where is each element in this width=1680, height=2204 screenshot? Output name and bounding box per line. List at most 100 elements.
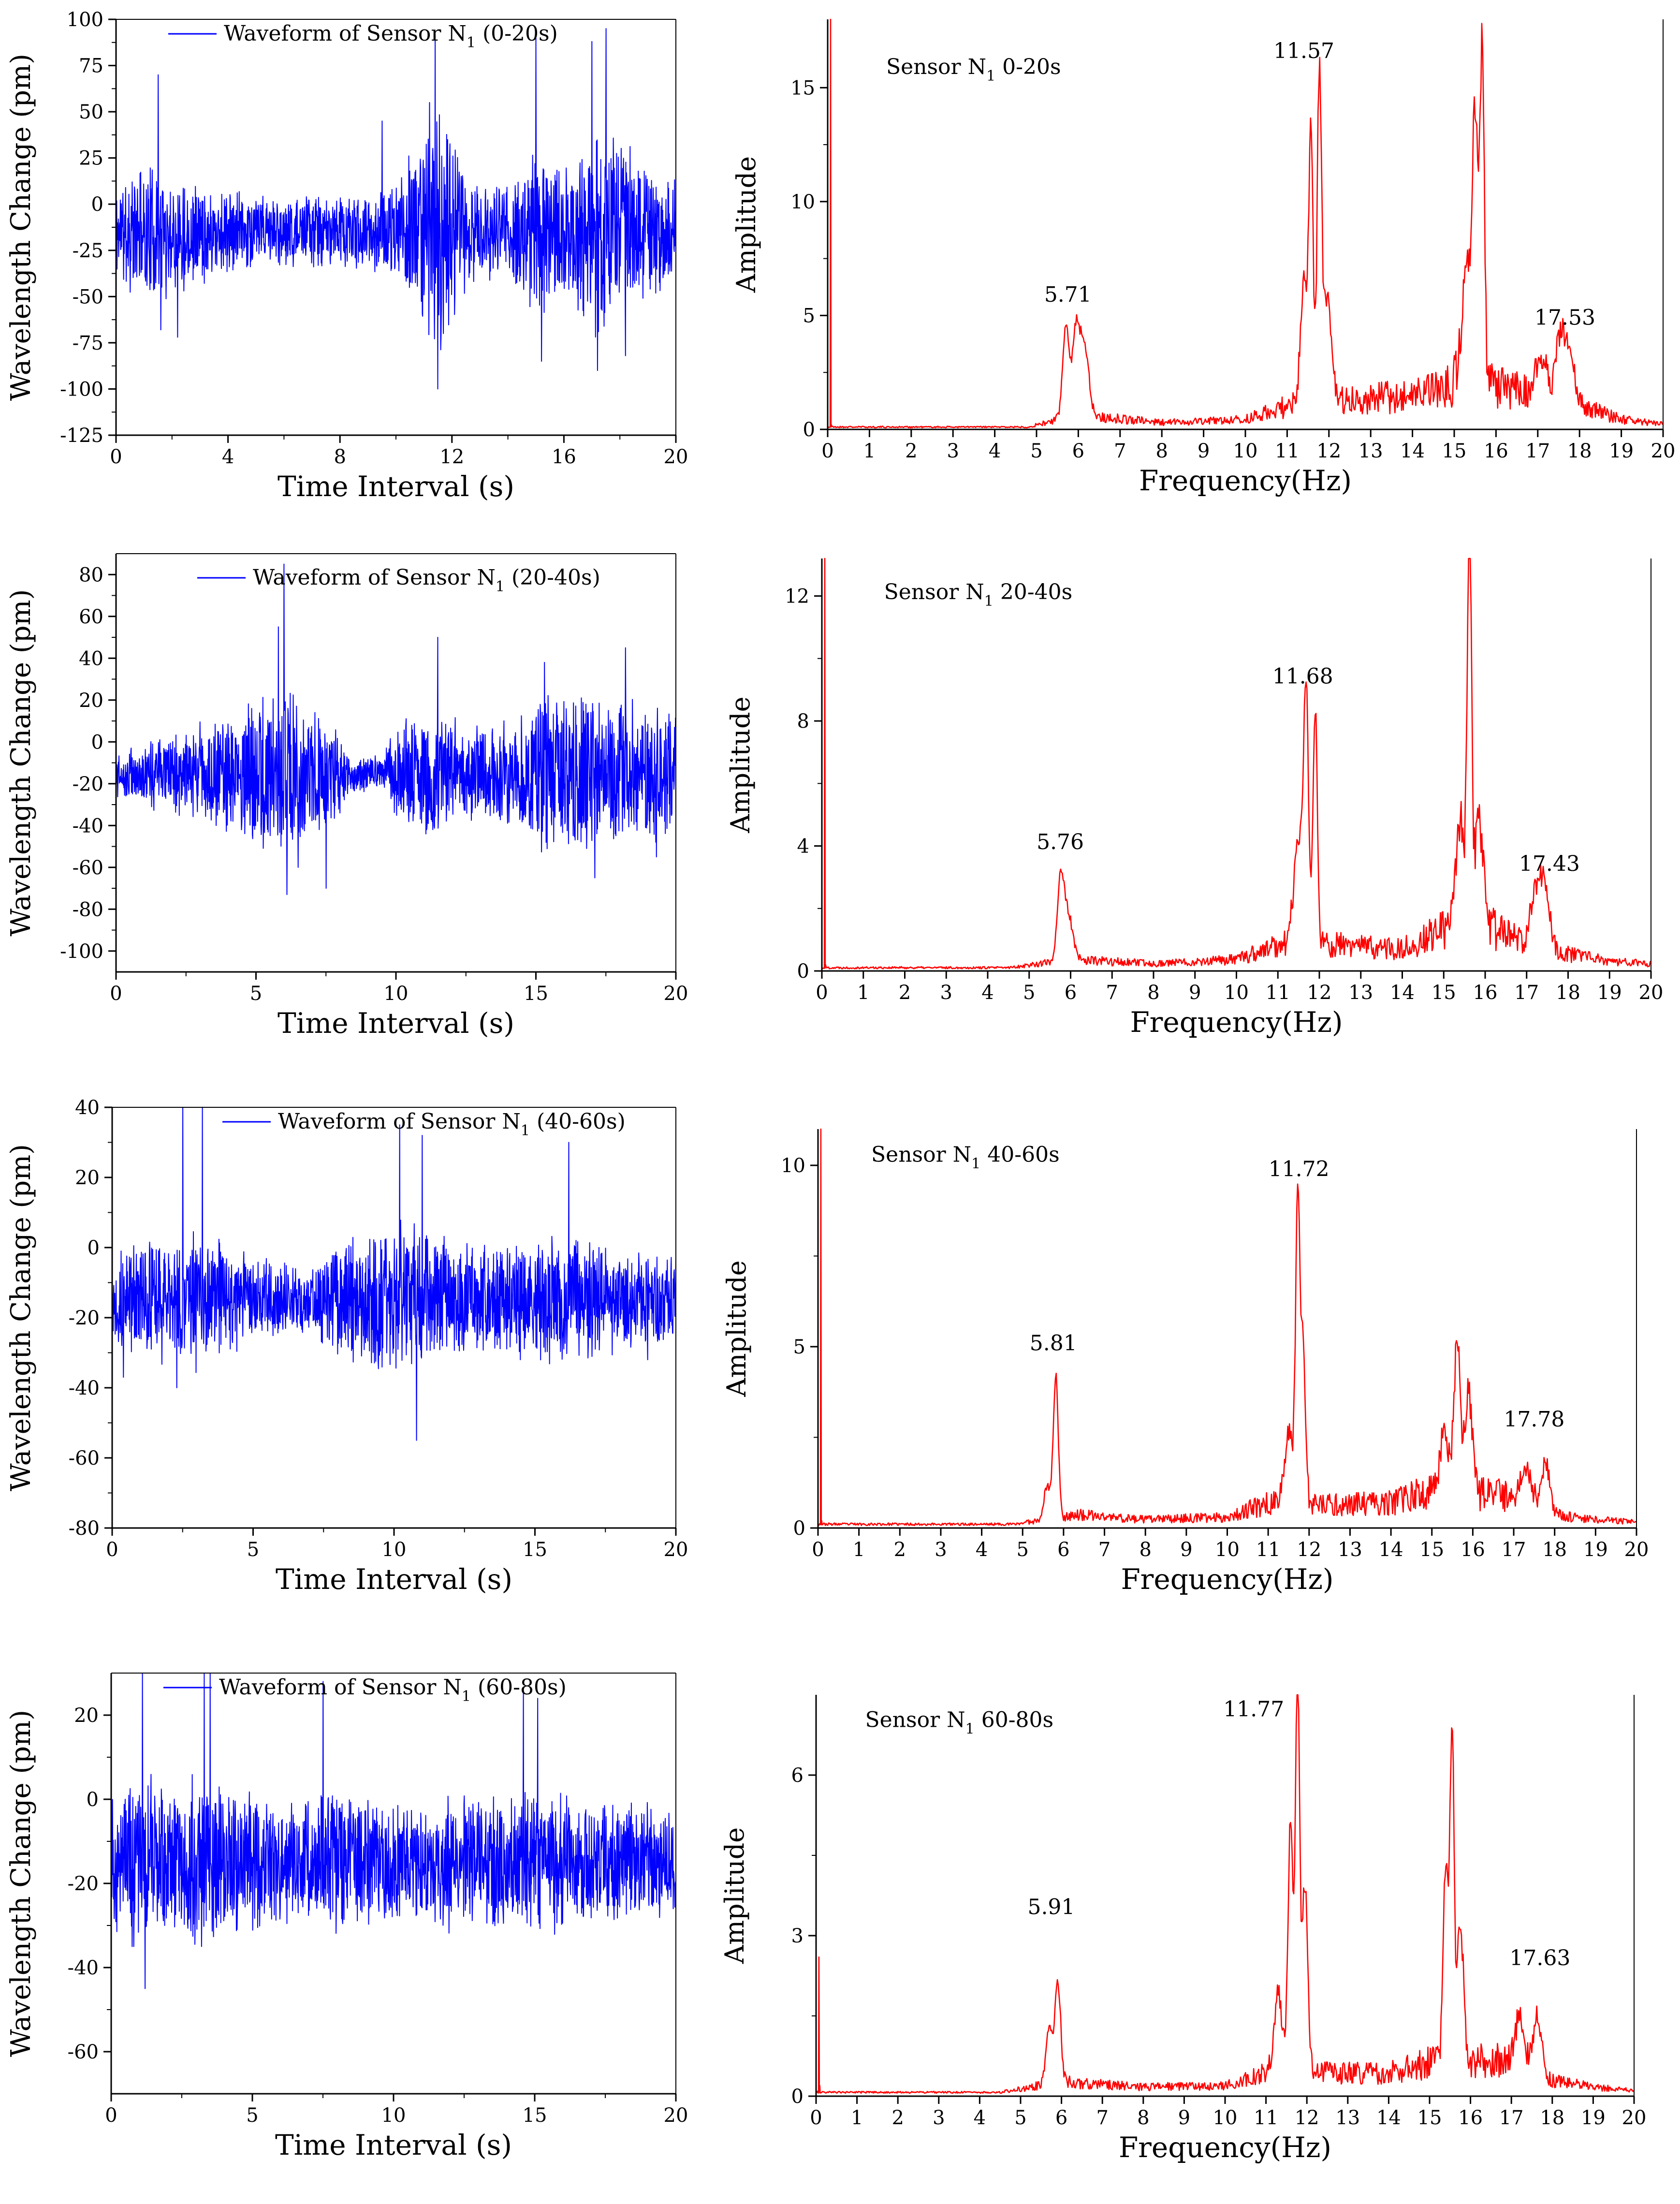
- x-axis-label: Time Interval (s): [278, 470, 514, 503]
- y-tick-label: 75: [79, 55, 103, 77]
- x-tick-label: 7: [1114, 440, 1126, 462]
- x-tick-label: 2: [891, 2107, 904, 2129]
- x-tick-label: 17: [1525, 440, 1550, 462]
- x-tick-label: 12: [1316, 440, 1341, 462]
- x-tick-label: 4: [974, 2107, 986, 2129]
- x-tick-label: 16: [1473, 982, 1498, 1004]
- legend-text: Waveform of Sensor N: [219, 1675, 462, 1700]
- peak-annotation: 5.91: [1027, 1895, 1075, 1920]
- x-tick-label: 18: [1542, 1539, 1567, 1561]
- legend-label: Sensor N1 40-60s: [871, 1143, 1060, 1173]
- y-tick-label: -50: [73, 286, 103, 308]
- chart-panel-w4: 0 5 10 15 20 -60 -40 -20 0 20 Time Interval (s) Wav…: [5, 1673, 688, 2161]
- peak-annotation: 5.76: [1037, 830, 1084, 854]
- chart-panel-s3: 0 1 2 3 4 5 6 7 8 9 10 11 12 13 14 15 16 17 18 19 200510Freq…: [721, 1128, 1649, 1596]
- x-tick-label: 1: [851, 2107, 863, 2129]
- x-tick-label: 17: [1502, 1539, 1526, 1561]
- x-tick-label: 19: [1581, 2107, 1606, 2129]
- x-tick-label: 8: [1155, 440, 1168, 462]
- y-tick-label: 4: [797, 836, 809, 858]
- x-axis-label: Frequency(Hz): [1130, 1006, 1343, 1039]
- x-tick-label: 10: [382, 1539, 407, 1561]
- peak-annotation: 11.77: [1223, 1697, 1284, 1721]
- x-axis-label: Time Interval (s): [278, 1007, 514, 1040]
- x-tick-label: 20: [1639, 982, 1664, 1004]
- x-tick-label: 8: [334, 446, 346, 468]
- x-tick-label: 20: [1622, 2107, 1647, 2129]
- y-tick-label: -100: [60, 378, 103, 400]
- y-tick-label: 0: [91, 193, 103, 216]
- y-tick-label: 40: [75, 1097, 100, 1119]
- x-tick-label: 4: [222, 446, 234, 468]
- y-axis-label: Amplitude: [721, 1260, 752, 1397]
- y-tick-label: 20: [75, 1167, 100, 1189]
- x-tick-label: 8: [1137, 2107, 1149, 2129]
- chart-panel-w3: 0 5 10 15 20 -80 -60 -40 -20 0 20 40 Time Interval (…: [5, 1097, 688, 1596]
- legend-text: Waveform of Sensor N: [278, 1109, 521, 1134]
- chart-panel-s1: 0 1 2 3 4 5 6 7 8 9 10 11 12 13 14 15 16 17 18 19 20051015Fr…: [731, 18, 1675, 497]
- legend-label: Sensor N1 0-20s: [886, 55, 1061, 85]
- series-line: [818, 1128, 1637, 1526]
- x-tick-label: 0: [110, 446, 122, 468]
- legend-text: Waveform of Sensor N: [253, 565, 496, 590]
- y-tick-label: 3: [791, 1925, 803, 1947]
- x-tick-label: 5: [1014, 2107, 1026, 2129]
- legend-subscript: 1: [462, 1688, 471, 1705]
- x-tick-label: 9: [1198, 440, 1210, 462]
- y-tick-label: -125: [60, 425, 103, 447]
- y-tick-label: -75: [73, 332, 103, 354]
- y-tick-label: -80: [73, 898, 103, 921]
- x-axis-label: Time Interval (s): [276, 1563, 512, 1596]
- y-tick-label: -60: [69, 1447, 100, 1469]
- x-tick-label: 14: [1390, 982, 1415, 1004]
- y-tick-label: 0: [87, 1789, 99, 1811]
- y-tick-label: -25: [73, 240, 103, 262]
- peak-annotation: 17.53: [1534, 305, 1595, 330]
- legend-subscript: 1: [984, 593, 993, 610]
- y-tick-label: 0: [88, 1237, 100, 1259]
- y-axis-label: Amplitude: [725, 696, 756, 833]
- peak-annotation: 5.81: [1030, 1331, 1077, 1356]
- x-tick-label: 12: [1297, 1539, 1321, 1561]
- x-tick-label: 20: [664, 2104, 688, 2127]
- legend-subscript: 1: [971, 1156, 980, 1173]
- y-tick-label: -20: [69, 1307, 100, 1329]
- y-tick-label: 25: [79, 147, 103, 170]
- y-tick-label: -60: [68, 2041, 99, 2063]
- x-tick-label: 16: [1484, 440, 1508, 462]
- y-tick-label: 6: [791, 1764, 803, 1787]
- legend-tail: 0-20s: [995, 55, 1061, 79]
- x-tick-label: 13: [1359, 440, 1383, 462]
- legend-tail: 60-80s: [975, 1707, 1053, 1732]
- x-tick-label: 14: [1376, 2107, 1401, 2129]
- y-tick-label: 5: [803, 305, 815, 327]
- x-tick-label: 5: [250, 983, 262, 1005]
- y-tick-label: -80: [69, 1517, 100, 1540]
- x-tick-label: 11: [1266, 982, 1290, 1004]
- x-tick-label: 8: [1147, 982, 1159, 1004]
- x-tick-label: 9: [1189, 982, 1201, 1004]
- legend-subscript: 1: [521, 1122, 530, 1139]
- x-tick-label: 18: [1567, 440, 1592, 462]
- legend-label: Waveform of Sensor N1 (40-60s): [278, 1109, 626, 1139]
- legend-text: Sensor N: [871, 1143, 971, 1167]
- legend-label: Sensor N1 20-40s: [884, 580, 1073, 610]
- y-axis-label: Amplitude: [731, 156, 761, 293]
- y-tick-label: -60: [73, 857, 103, 879]
- y-tick-label: 8: [797, 710, 809, 733]
- x-tick-label: 0: [105, 2104, 117, 2127]
- legend-label: Waveform of Sensor N1 (60-80s): [219, 1675, 567, 1705]
- y-tick-label: 0: [797, 960, 809, 983]
- y-axis-label: Amplitude: [719, 1827, 750, 1964]
- y-tick-label: -100: [60, 940, 103, 963]
- x-tick-label: 5: [1017, 1539, 1029, 1561]
- chart-panel-w1: 0 4 8 12 16 20 -125 -100 -75 -50 -25 0 25 50 75 100 Time…: [5, 9, 688, 503]
- x-tick-label: 15: [1419, 1539, 1444, 1561]
- x-tick-label: 10: [1224, 982, 1249, 1004]
- x-tick-label: 6: [1055, 2107, 1067, 2129]
- x-tick-label: 4: [981, 982, 993, 1004]
- x-tick-label: 0: [810, 2107, 822, 2129]
- x-tick-label: 3: [935, 1539, 947, 1561]
- y-tick-label: 20: [74, 1704, 99, 1727]
- series-line: [821, 558, 1651, 970]
